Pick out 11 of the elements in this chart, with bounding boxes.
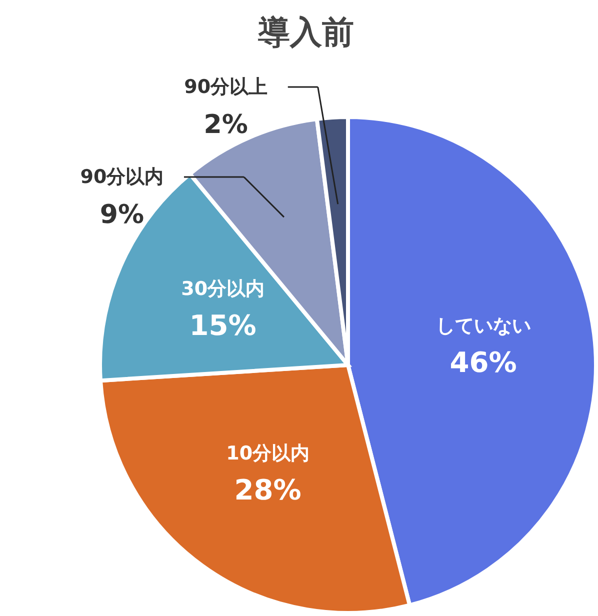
data-label: 28% — [234, 473, 302, 506]
slice-label: していない — [436, 314, 531, 337]
data-label: 9% — [100, 200, 144, 230]
data-label: 2% — [204, 110, 248, 140]
chart-title: 導入前 — [257, 13, 354, 51]
slice-label: 30分以内 — [181, 278, 265, 300]
data-label: 15% — [189, 308, 256, 342]
slice-label: 90分以上 — [184, 76, 268, 98]
slice-label: 10分以内 — [226, 442, 310, 464]
slice-label: 90分以内 — [80, 166, 164, 188]
data-label: 46% — [450, 346, 517, 379]
